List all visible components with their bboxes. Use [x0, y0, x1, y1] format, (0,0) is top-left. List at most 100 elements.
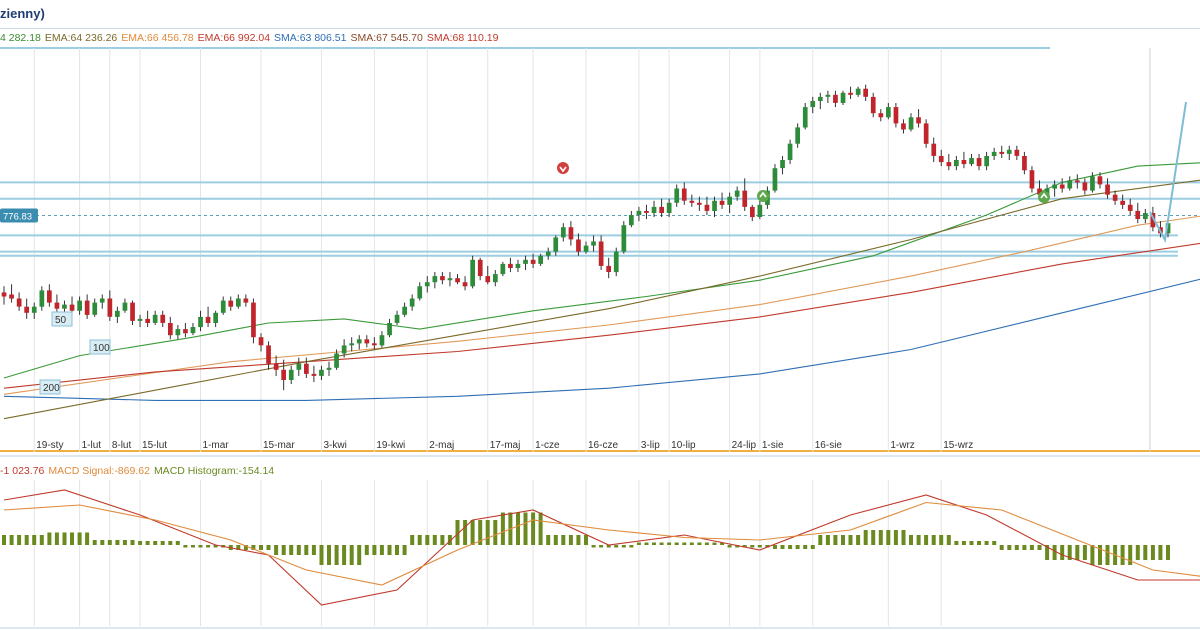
- candle-body: [107, 298, 113, 317]
- macd-histogram-bar: [659, 542, 664, 545]
- candle-body: [304, 363, 309, 374]
- macd-histogram-bar: [463, 520, 468, 545]
- candle-body: [477, 259, 483, 277]
- macd-histogram-bar: [878, 530, 883, 545]
- macd-histogram-bar: [773, 545, 777, 549]
- macd-histogram-bar: [243, 545, 248, 550]
- ma-period-tag-label: 200: [43, 383, 60, 394]
- candle-body: [787, 143, 793, 160]
- candle-body: [39, 290, 45, 307]
- macd-histogram-bar: [1098, 545, 1102, 565]
- macd-histogram-bar: [727, 545, 732, 548]
- macd-histogram-bar: [1075, 545, 1080, 560]
- macd-histogram-bar: [682, 542, 687, 545]
- candle-body: [213, 312, 218, 323]
- macd-histogram-bar: [9, 535, 14, 545]
- candle-body: [145, 318, 150, 323]
- macd-legend: -1 023.76 MACD Signal:-869.62 MACD Histogr…: [0, 465, 278, 477]
- macd-histogram-bar: [584, 535, 588, 545]
- macd-histogram-bar: [561, 535, 566, 545]
- macd-histogram-bar: [1128, 545, 1133, 565]
- candle-body: [1044, 188, 1050, 195]
- x-tick-label: 2-maj: [429, 440, 454, 451]
- candle-body: [77, 300, 82, 311]
- candle-body: [644, 210, 649, 213]
- candle-body: [598, 241, 604, 266]
- macd-histogram-bar: [553, 535, 558, 545]
- chart-title: zienny): [0, 6, 45, 21]
- macd-histogram-bar: [1120, 545, 1125, 565]
- candle-body: [908, 117, 914, 130]
- sma-line: [3, 278, 1200, 401]
- macd-histogram-bar: [304, 545, 309, 555]
- macd-histogram-bar: [1135, 545, 1140, 560]
- macd-histogram-bar: [130, 540, 135, 545]
- macd-histogram-bar: [62, 532, 67, 545]
- candle-body: [606, 265, 611, 272]
- macd-histogram-bar: [432, 535, 437, 545]
- macd-histogram-bar: [531, 512, 536, 545]
- macd-histogram-bar: [17, 535, 22, 545]
- candle-body: [1143, 213, 1148, 220]
- ma-period-tag-label: 100: [93, 343, 110, 354]
- x-tick-label: 15-mar: [263, 440, 295, 451]
- candle-body: [455, 278, 460, 283]
- candle-body: [311, 373, 317, 376]
- macd-histogram-bar: [546, 535, 551, 545]
- candle-body: [1112, 194, 1118, 201]
- macd-histogram-bar: [999, 545, 1004, 550]
- candle-body: [621, 225, 627, 252]
- macd-histogram-bar: [70, 532, 74, 545]
- candle-body: [356, 339, 362, 344]
- candle-body: [681, 188, 687, 201]
- macd-histogram-bar: [848, 535, 853, 545]
- macd-histogram-bar: [621, 545, 626, 548]
- sell-signal-marker-arrow: [559, 166, 567, 173]
- candle-body: [364, 339, 370, 344]
- candle-body: [243, 298, 249, 303]
- candle-body: [500, 263, 506, 275]
- candle-body: [1127, 204, 1133, 211]
- macd-histogram-bar: [24, 535, 29, 545]
- x-tick-label: 15-wrz: [943, 440, 973, 451]
- candle-body: [424, 282, 430, 287]
- sell-signal-marker: [557, 162, 569, 174]
- candle-body: [402, 306, 407, 315]
- macd-histogram-bar: [100, 540, 105, 545]
- macd-histogram-bar: [402, 545, 407, 555]
- candle-body: [462, 282, 468, 287]
- macd-histogram-bar: [818, 535, 823, 545]
- macd-histogram-bar: [644, 542, 649, 545]
- candle-body: [780, 160, 785, 169]
- candle-body: [1150, 213, 1156, 228]
- candle-body: [319, 369, 324, 376]
- candle-body: [916, 117, 921, 124]
- candle-body: [92, 302, 98, 315]
- candle-body: [508, 263, 513, 268]
- macd-histogram-bar: [138, 541, 143, 545]
- buy-signal-marker-arrow: [759, 191, 767, 198]
- candle-body: [538, 255, 543, 264]
- macd-histogram-bar: [311, 545, 316, 555]
- macd-histogram-bar: [289, 545, 294, 555]
- candle-body: [545, 251, 551, 256]
- macd-histogram-bar: [629, 545, 634, 548]
- macd-histogram-bar: [969, 541, 974, 545]
- macd-histogram-bar: [712, 542, 717, 545]
- macd-histogram-bar: [803, 545, 808, 549]
- macd-histogram-bar: [440, 535, 445, 545]
- x-tick-label: 1-wrz: [890, 440, 914, 451]
- candle-body: [372, 343, 377, 346]
- candle-body: [440, 276, 445, 281]
- macd-histogram-bar: [946, 535, 951, 545]
- macd-histogram-bar: [478, 520, 483, 545]
- macd-histogram-bar: [614, 545, 619, 548]
- macd-histogram-bar: [825, 535, 830, 545]
- macd-histogram-bar: [47, 532, 52, 545]
- macd-histogram-bar: [863, 530, 868, 545]
- candle-body: [1165, 223, 1171, 234]
- candle-body: [236, 298, 241, 307]
- macd-histogram-bar: [1052, 545, 1057, 560]
- x-tick-label: 1-sie: [762, 440, 784, 451]
- candle-body: [810, 101, 816, 108]
